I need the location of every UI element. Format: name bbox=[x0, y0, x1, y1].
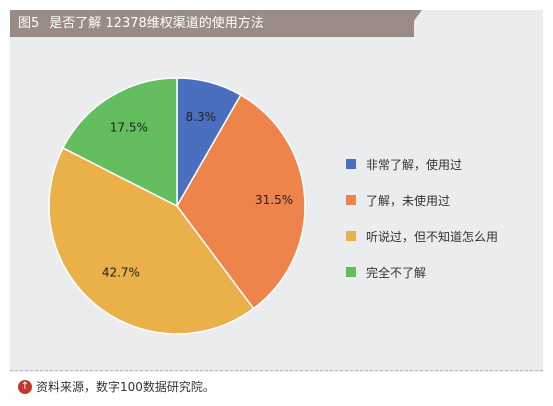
legend-item: 完全不了解 bbox=[346, 254, 536, 290]
slice-value-label: 17.5% bbox=[110, 120, 148, 134]
title-bar bbox=[10, 10, 414, 37]
legend-swatch bbox=[346, 159, 356, 169]
legend-label: 听说过，但不知道怎么用 bbox=[366, 229, 499, 244]
pie-slices bbox=[48, 77, 306, 335]
legend-label: 非常了解，使用过 bbox=[366, 157, 463, 172]
chart-title: 图5 是否了解 12378维权渠道的使用方法 bbox=[18, 14, 264, 34]
legend-item: 了解，未使用过 bbox=[346, 182, 536, 218]
pie-slice bbox=[176, 93, 306, 310]
legend-swatch bbox=[346, 195, 356, 205]
legend-swatch bbox=[346, 267, 356, 277]
legend-item: 听说过，但不知道怎么用 bbox=[346, 218, 536, 254]
slice-value-label: 8.3% bbox=[186, 110, 217, 124]
pie-slice bbox=[48, 146, 255, 335]
up-arrow-icon: ↑ bbox=[18, 379, 32, 394]
title-text: 是否了解 12378维权渠道的使用方法 bbox=[49, 16, 264, 31]
pie-slice bbox=[61, 77, 178, 208]
divider bbox=[10, 370, 543, 371]
slice-value-label: 42.7% bbox=[102, 266, 140, 280]
legend-swatch bbox=[346, 231, 356, 241]
slice-value-label: 31.5% bbox=[255, 193, 293, 207]
figure-label: 图5 bbox=[18, 16, 40, 31]
legend-label: 完全不了解 bbox=[366, 265, 427, 280]
title-bar-corner bbox=[402, 10, 422, 37]
legend: 非常了解，使用过 了解，未使用过 听说过，但不知道怎么用 完全不了解 bbox=[346, 146, 536, 290]
pie-labels: 8.3% 31.5% 42.7% 17.5% bbox=[102, 110, 293, 280]
legend-label: 了解，未使用过 bbox=[366, 193, 451, 208]
source-text: 资料来源，数字100数据研究院。 bbox=[36, 380, 215, 394]
legend-item: 非常了解，使用过 bbox=[346, 146, 536, 182]
source-note: ↑ 资料来源，数字100数据研究院。 bbox=[18, 378, 215, 395]
